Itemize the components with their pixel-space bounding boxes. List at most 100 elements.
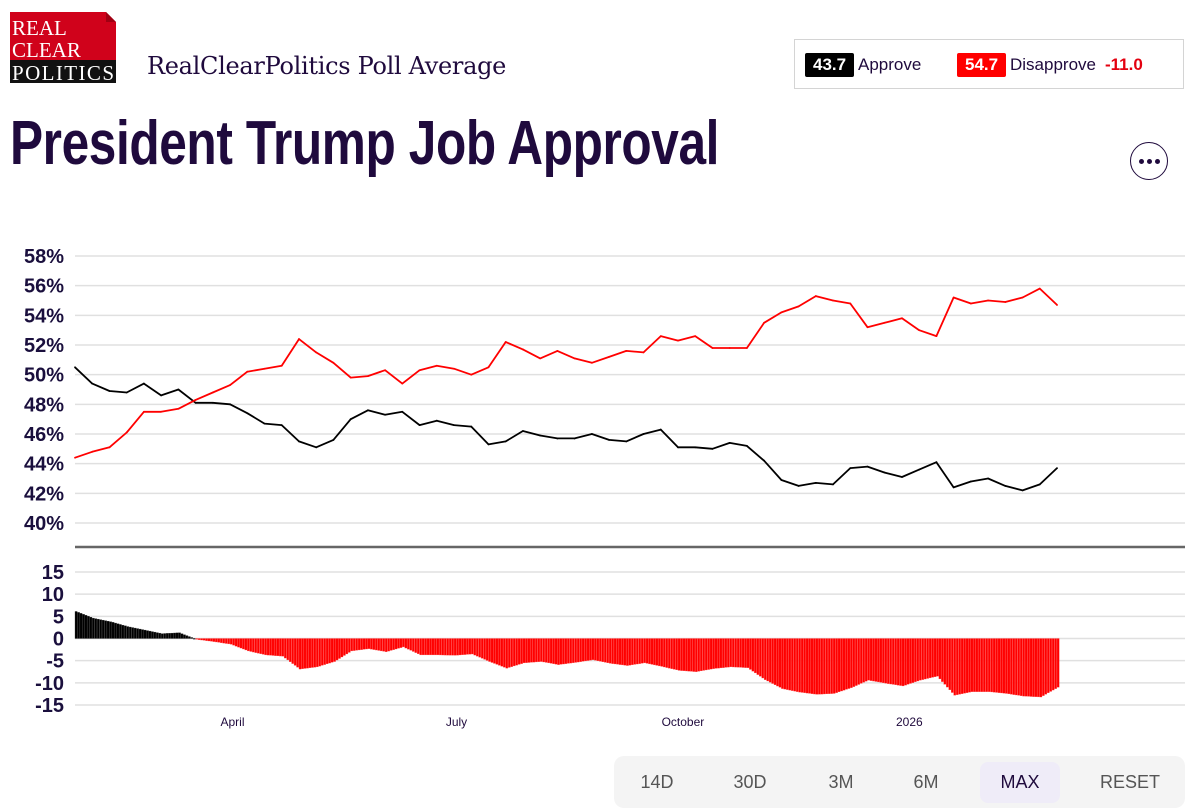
approve-point [177, 388, 180, 391]
spread-bar [776, 638, 779, 687]
disapprove-point [160, 410, 163, 413]
spread-bar [286, 638, 290, 661]
spread-bar [128, 626, 132, 639]
spread-bar [515, 638, 518, 666]
spread-bar [239, 638, 243, 649]
approve-point [229, 403, 231, 406]
spread-bar [249, 638, 253, 652]
spread-bar [1042, 638, 1045, 696]
range-button-6m[interactable]: 6M [913, 772, 939, 792]
spread-bar [119, 624, 122, 639]
spread-bar [547, 638, 550, 664]
spread-bar [109, 621, 112, 639]
x-tick-label: July [446, 715, 467, 729]
spread-bar [333, 638, 336, 662]
spread-bar [714, 638, 718, 669]
spread-bar [237, 638, 240, 648]
approve-point [349, 418, 352, 421]
spread-bar [660, 638, 664, 667]
spread-bar [517, 638, 521, 665]
range-button-max[interactable]: MAX [980, 762, 1060, 803]
spread-bar [394, 638, 398, 650]
spread-bar [284, 638, 287, 659]
spread-bar [682, 638, 686, 671]
spread-bar [1051, 638, 1055, 691]
spread-bar [589, 638, 592, 661]
spread-bar [160, 633, 164, 639]
spread-bar [687, 638, 691, 672]
spread-bar [542, 638, 545, 663]
spread-bar [345, 638, 349, 655]
spread-bar [357, 638, 361, 651]
approve-point [969, 480, 972, 483]
spread-bar [451, 638, 454, 656]
range-button-30d[interactable]: 30D [733, 772, 767, 792]
disapprove-point [194, 398, 197, 401]
spread-bar [724, 638, 728, 668]
disapprove-point [401, 382, 404, 385]
spread-bar [473, 638, 477, 656]
spread-bar [340, 638, 344, 658]
spread-bar [840, 638, 843, 692]
spread-bar [498, 638, 501, 666]
spread-bar [800, 638, 804, 693]
spread-bar [594, 638, 597, 661]
spread-bar [960, 638, 964, 694]
spread-bar [640, 638, 644, 664]
spread-bar [655, 638, 659, 666]
spread-bar [569, 638, 573, 664]
spread-bar [813, 638, 816, 695]
spread-bar [995, 638, 998, 693]
spread-bar [712, 638, 715, 669]
spread-bar [448, 638, 452, 656]
spread-bar [478, 638, 481, 658]
spread-bar [734, 638, 737, 668]
spread-bar [384, 638, 388, 652]
approve-point [125, 391, 128, 394]
spread-bar [259, 638, 262, 654]
spread-bar [948, 638, 952, 690]
approve-point [590, 433, 593, 435]
spread-bar [158, 632, 162, 639]
approve-point [918, 468, 921, 471]
spread-bar [527, 638, 531, 663]
spread-bar [889, 638, 893, 685]
spread-bar [520, 638, 523, 664]
spread-bar [503, 638, 506, 668]
spread-bar [645, 638, 649, 664]
disapprove-point [677, 339, 679, 342]
range-button-reset[interactable]: RESET [1099, 772, 1160, 792]
range-button-3m[interactable]: 3M [828, 772, 854, 792]
spread-bar [579, 638, 582, 662]
spread-bar [303, 638, 307, 669]
spread-bar [702, 638, 705, 671]
spread-bar [919, 638, 922, 681]
spread-bar [138, 628, 142, 639]
spread-bar [827, 638, 831, 694]
spread-bar [148, 630, 152, 639]
spread-bar [990, 638, 993, 693]
spread-bar [414, 638, 417, 653]
disapprove-point [366, 375, 369, 378]
spread-bar [837, 638, 841, 692]
approve-point [453, 424, 455, 426]
spread-bar [926, 638, 929, 679]
spread-bar [306, 638, 309, 669]
range-button-14d[interactable]: 14D [640, 772, 674, 792]
current-average-readout: 43.7 Approve 54.7 Disapprove -11.0 [794, 39, 1184, 89]
spread-bar [227, 638, 230, 645]
approve-point [935, 461, 938, 464]
disapprove-point [780, 311, 783, 314]
spread-bar [188, 636, 191, 639]
spread-bar [153, 631, 157, 639]
spread-bar [793, 638, 797, 692]
approval-chart[interactable]: 40%42%44%46%48%50%52%54%56%58%-15-10-505… [0, 0, 1199, 745]
rcp-logo[interactable]: REAL CLEAR POLITICS [10, 12, 116, 85]
spread-bar [530, 638, 533, 663]
spread-bar [151, 631, 154, 639]
spread-bar [564, 638, 568, 664]
spread-bar [1034, 638, 1038, 697]
spread-bar [121, 624, 125, 639]
spread-bar [847, 638, 851, 689]
more-options-button[interactable] [1130, 142, 1168, 180]
